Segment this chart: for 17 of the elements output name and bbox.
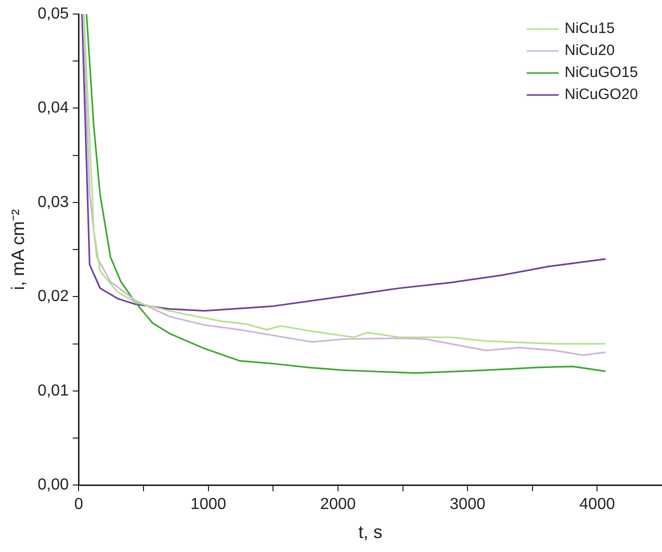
legend-label: NiCu20 bbox=[564, 42, 615, 60]
y-tick-label: 0,05 bbox=[38, 5, 69, 22]
y-axis-title: i, mA cm⁻² bbox=[8, 209, 28, 290]
x-tick-label: 4000 bbox=[579, 496, 616, 514]
y-tick-label: 0,00 bbox=[38, 476, 69, 494]
y-tick-label: 0,03 bbox=[38, 194, 69, 211]
y-tick-label: 0,04 bbox=[38, 100, 69, 117]
legend-label: NiCu15 bbox=[564, 20, 615, 38]
x-tick-label: 3000 bbox=[450, 496, 486, 514]
legend-label: NiCuGO20 bbox=[564, 86, 638, 104]
x-axis-title: t, s bbox=[358, 522, 382, 542]
x-tick-label: 0 bbox=[74, 496, 84, 514]
x-tick-label: 1000 bbox=[190, 496, 226, 514]
y-tick-label: 0,02 bbox=[38, 288, 69, 306]
x-tick-label: 2000 bbox=[320, 496, 356, 514]
y-tick-label: 0,01 bbox=[38, 382, 69, 400]
legend-label: NiCuGO15 bbox=[564, 64, 638, 82]
